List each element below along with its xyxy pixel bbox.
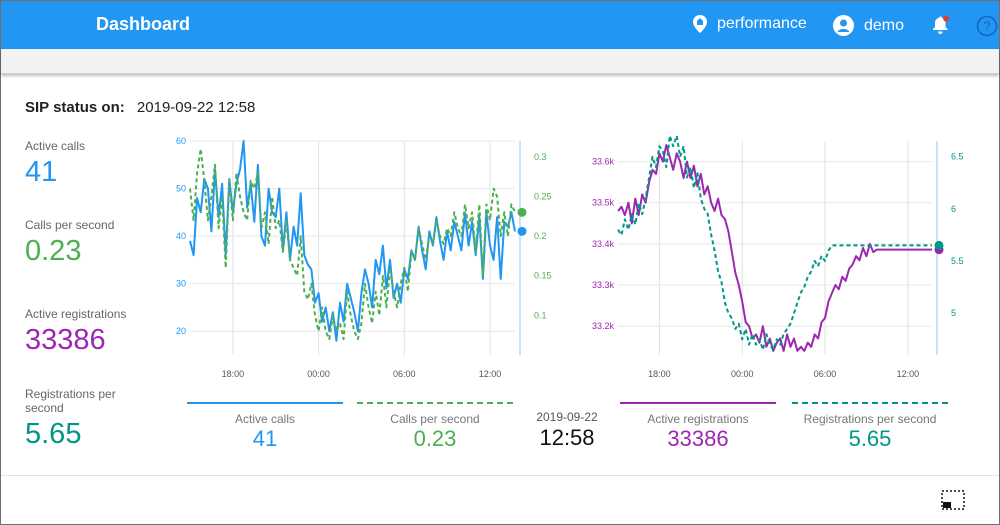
legend-value: 41 xyxy=(252,426,278,451)
stat-label: Active calls xyxy=(25,139,86,153)
y-right-tick-label: 0.2 xyxy=(534,231,547,241)
stat-active-calls: Active calls 41 xyxy=(25,139,145,189)
mode-menu[interactable]: performance xyxy=(693,15,807,33)
legend-label: Active calls xyxy=(234,412,296,426)
x-tick-label: 06:00 xyxy=(814,369,837,379)
stat-registrations-per-second: Registrations per second 5.65 xyxy=(25,387,145,451)
map-pin-icon xyxy=(693,15,707,33)
current-clock: 12:58 xyxy=(539,425,595,450)
sip-status: SIP status on: 2019-09-22 12:58 xyxy=(25,99,255,116)
y-right-tick-label: 5 xyxy=(951,308,956,318)
y-left-tick-label: 20 xyxy=(176,326,186,336)
sip-status-timestamp: 2019-09-22 12:58 xyxy=(136,99,256,116)
legend-swatch xyxy=(620,402,776,404)
series-endpoint xyxy=(517,226,527,236)
user-menu[interactable]: demo xyxy=(833,15,904,36)
stat-active-registrations: Active registrations 33386 xyxy=(25,307,145,357)
account-icon xyxy=(833,15,854,36)
y-right-tick-label: 0.15 xyxy=(534,271,552,281)
legend-calls-per-second: Calls per second 0.23 xyxy=(357,402,513,452)
legend-value: 5.65 xyxy=(848,426,892,451)
page-title: Dashboard xyxy=(96,14,191,34)
legend-label: Registrations per second xyxy=(803,412,937,426)
help-icon[interactable]: ? xyxy=(976,15,998,37)
legend-value: 33386 xyxy=(667,426,729,451)
legend-swatch xyxy=(357,402,513,404)
current-date: 2019-09-22 xyxy=(536,410,598,424)
stat-value: 33386 xyxy=(25,324,106,356)
y-left-tick-label: 33.2k xyxy=(592,321,615,331)
series-line xyxy=(617,134,932,351)
stat-value: 5.65 xyxy=(25,418,82,450)
y-right-tick-label: 6 xyxy=(951,204,956,214)
y-left-tick-label: 60 xyxy=(176,136,186,146)
y-left-tick-label: 50 xyxy=(176,184,186,194)
legend-active-registrations: Active registrations 33386 xyxy=(620,402,776,452)
top-bar: Dashboard performance demo xyxy=(1,1,999,49)
footer-divider xyxy=(1,475,999,476)
calls-chart[interactable]: 18:00 00:00 06:00 12:00 20 30 40 50 60 0.1 0.15 0.2… xyxy=(165,133,565,388)
sip-status-label: SIP status on: xyxy=(25,99,125,116)
y-right-tick-label: 0.3 xyxy=(534,152,547,162)
stat-label: Registrations per second xyxy=(25,387,116,415)
stat-label: Calls per second xyxy=(25,218,115,232)
series-line xyxy=(189,140,516,342)
y-left-tick-label: 40 xyxy=(176,231,186,241)
registrations-chart[interactable]: 18:00 00:00 06:00 12:00 33.2k 33.3k 33.4k 33.5k… xyxy=(570,133,980,388)
series-endpoint xyxy=(517,207,527,217)
y-left-tick-label: 33.3k xyxy=(592,280,615,290)
series-line xyxy=(617,144,932,352)
bell-icon[interactable] xyxy=(929,14,951,36)
x-tick-label: 18:00 xyxy=(222,369,245,379)
y-right-tick-label: 0.1 xyxy=(534,310,547,320)
y-right-tick-label: 6.5 xyxy=(951,152,964,162)
stat-value: 41 xyxy=(25,156,58,188)
legend-label: Active registrations xyxy=(647,412,749,426)
legend-value: 0.23 xyxy=(413,426,457,451)
legend-label: Calls per second xyxy=(390,412,480,426)
svg-text:?: ? xyxy=(983,19,990,34)
x-tick-label: 12:00 xyxy=(897,369,920,379)
stat-value: 0.23 xyxy=(25,235,82,267)
current-time: 2019-09-22 12:58 xyxy=(527,410,607,451)
mode-label: performance xyxy=(717,15,807,32)
legend-swatch xyxy=(187,402,343,404)
legend-swatch xyxy=(792,402,948,404)
y-left-tick-label: 30 xyxy=(176,279,186,289)
series-endpoint xyxy=(934,240,944,250)
y-right-tick-label: 0.25 xyxy=(534,191,552,201)
y-right-tick-label: 5.5 xyxy=(951,256,964,266)
toolbar-strip xyxy=(1,49,999,74)
y-left-tick-label: 33.5k xyxy=(592,198,615,208)
stat-calls-per-second: Calls per second 0.23 xyxy=(25,218,145,268)
y-left-tick-label: 33.6k xyxy=(592,157,615,167)
x-tick-label: 00:00 xyxy=(731,369,754,379)
x-tick-label: 06:00 xyxy=(393,369,416,379)
legend-active-calls: Active calls 41 xyxy=(187,402,343,452)
y-left-tick-label: 33.4k xyxy=(592,239,615,249)
series-line xyxy=(189,147,516,341)
fullscreen-icon[interactable] xyxy=(941,490,965,515)
x-tick-label: 18:00 xyxy=(648,369,671,379)
x-tick-label: 00:00 xyxy=(307,369,330,379)
x-tick-label: 12:00 xyxy=(479,369,502,379)
stat-label: Active registrations xyxy=(25,307,127,321)
user-label: demo xyxy=(864,16,905,34)
legend-registrations-per-second: Registrations per second 5.65 xyxy=(792,402,948,452)
